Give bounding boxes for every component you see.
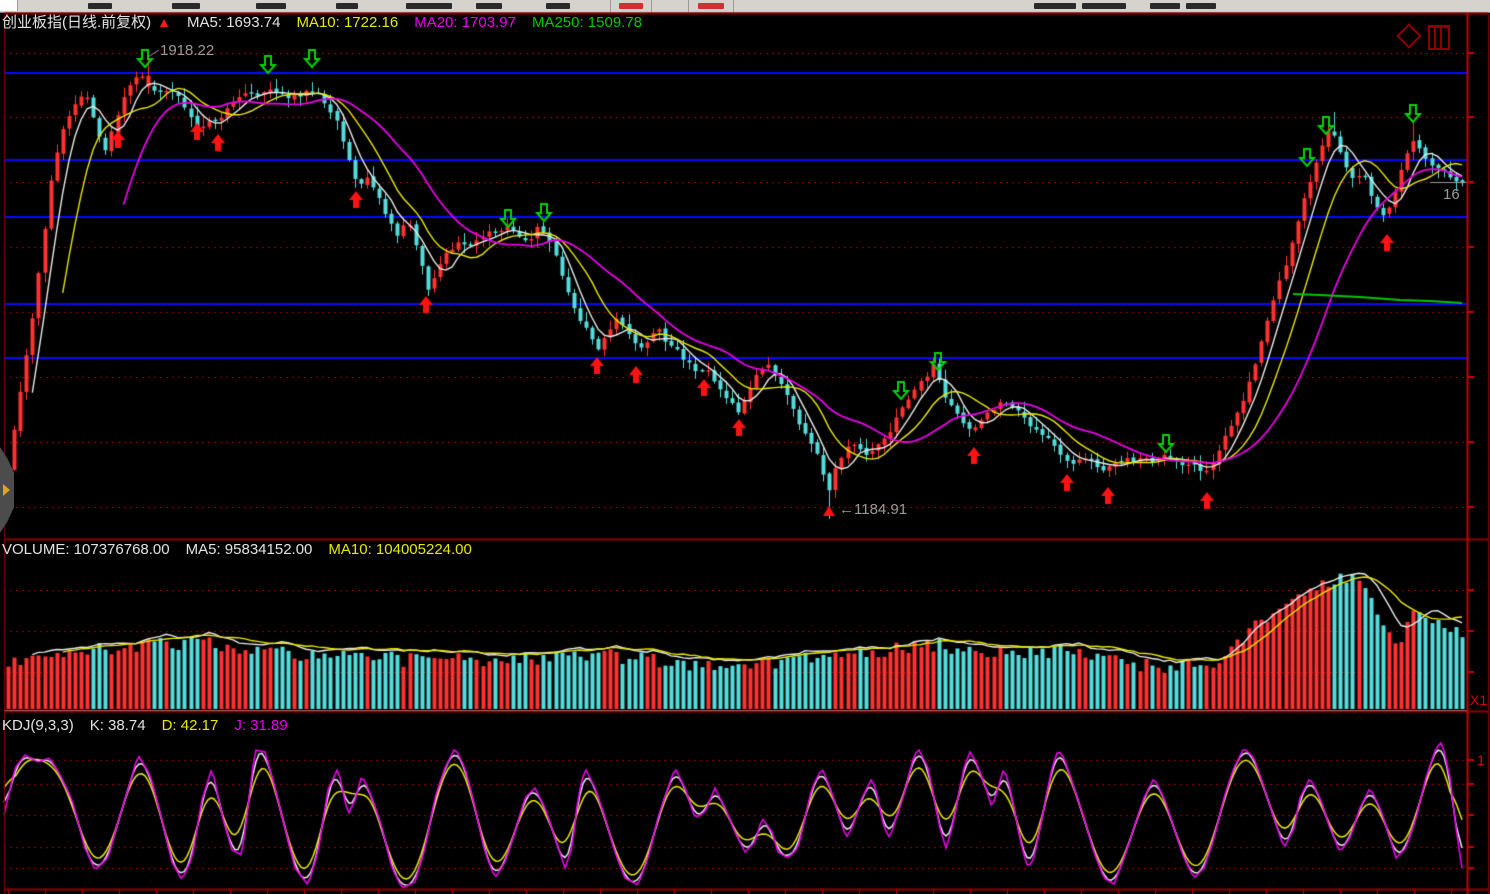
kdj-name: KDJ(9,3,3)	[2, 717, 74, 734]
symbol-title: 创业板指(日线.前复权)	[2, 14, 152, 31]
ma250-readout: MA250: 1509.78	[531, 14, 643, 31]
kdj-d-readout: D: 42.17	[161, 717, 219, 734]
split-view-icon[interactable]	[1428, 25, 1450, 50]
high-price-label: 1918.22	[160, 42, 215, 59]
volume-axis-unit-label: X1	[1470, 692, 1488, 708]
price-pane-header: 创业板指(日线.前复权) ▲ MA5: 1693.74 MA10: 1722.16 MA…	[2, 14, 658, 31]
volume-ma5-readout: MA5: 95834152.00	[185, 541, 313, 558]
buy-signal-icon: ▲	[157, 14, 172, 30]
ma10-readout: MA10: 1722.16	[296, 14, 399, 31]
kdj-k-readout: K: 38.74	[89, 717, 146, 734]
kdj-pane-header: KDJ(9,3,3) K: 38.74 D: 42.17 J: 31.89	[2, 717, 304, 734]
last-price-label: 16	[1443, 186, 1460, 203]
kdj-j-readout: J: 31.89	[234, 717, 288, 734]
volume-ma10-readout: MA10: 104005224.00	[328, 541, 472, 558]
sidebar-expand-handle[interactable]	[0, 447, 14, 533]
low-price-label: ←1184.91	[839, 501, 908, 518]
diamond-icon[interactable]	[1396, 23, 1422, 49]
ma20-readout: MA20: 1703.97	[414, 14, 516, 31]
volume-readout: VOLUME: 107376768.00	[2, 541, 170, 558]
volume-pane-header: VOLUME: 107376768.00 MA5: 95834152.00 MA10…	[2, 541, 488, 558]
expand-arrow-icon	[3, 484, 10, 496]
kdj-axis-label: 1	[1477, 752, 1485, 768]
pane-corner-controls	[1396, 23, 1458, 50]
ma5-readout: MA5: 1693.74	[187, 14, 281, 31]
